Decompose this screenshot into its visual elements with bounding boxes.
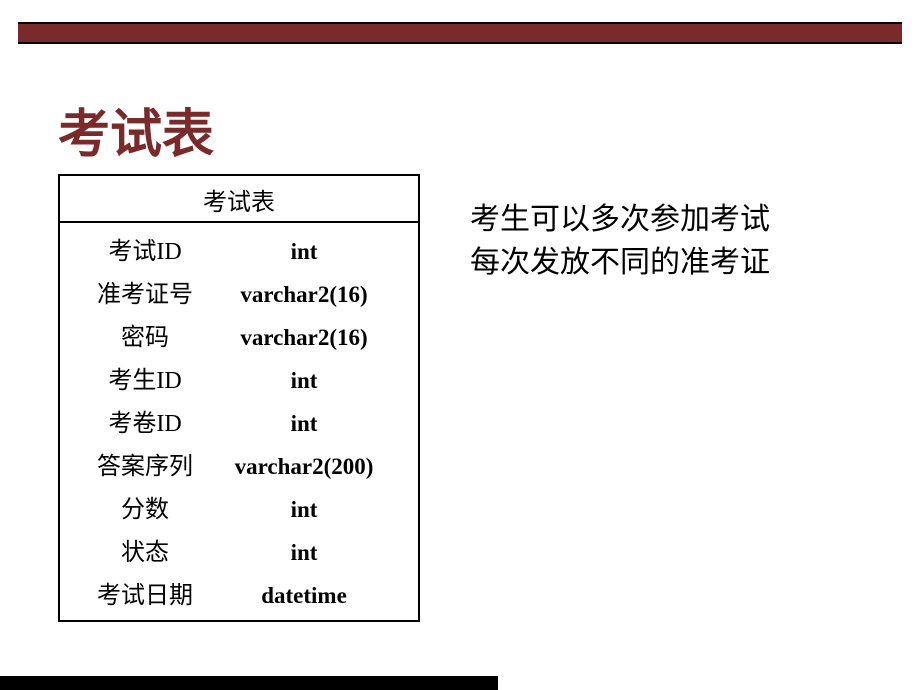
table-row: 考试日期 datetime <box>60 571 418 614</box>
top-accent-bar <box>18 22 902 44</box>
field-type: int <box>220 239 408 265</box>
field-type: varchar2(200) <box>220 454 408 480</box>
slide-title: 考试表 <box>58 92 214 167</box>
table-row: 状态 int <box>60 528 418 571</box>
field-name: 密码 <box>70 317 220 352</box>
field-type: int <box>220 540 408 566</box>
table-row: 考生ID int <box>60 356 418 399</box>
table-row: 考试ID int <box>60 227 418 270</box>
field-name: 答案序列 <box>70 446 220 481</box>
table-row: 考卷ID int <box>60 399 418 442</box>
table-row: 分数 int <box>60 485 418 528</box>
field-name: 状态 <box>70 532 220 567</box>
description-line: 考生可以多次参加考试 <box>470 198 896 241</box>
bottom-accent-bar <box>0 676 498 690</box>
field-name: 考试日期 <box>70 575 220 610</box>
field-type: varchar2(16) <box>220 282 408 308</box>
field-name: 考卷ID <box>70 403 220 438</box>
field-name: 考生ID <box>70 360 220 395</box>
field-type: int <box>220 497 408 523</box>
table-row: 准考证号 varchar2(16) <box>60 270 418 313</box>
field-type: varchar2(16) <box>220 325 408 351</box>
schema-table-body: 考试ID int 准考证号 varchar2(16) 密码 varchar2(1… <box>60 223 418 620</box>
field-type: int <box>220 411 408 437</box>
schema-table: 考试表 考试ID int 准考证号 varchar2(16) 密码 varcha… <box>58 174 420 622</box>
description-text: 考生可以多次参加考试 每次发放不同的准考证 <box>470 198 896 284</box>
field-name: 考试ID <box>70 231 220 266</box>
field-type: datetime <box>220 583 408 609</box>
field-type: int <box>220 368 408 394</box>
description-line: 每次发放不同的准考证 <box>470 241 896 284</box>
table-row: 密码 varchar2(16) <box>60 313 418 356</box>
field-name: 分数 <box>70 489 220 524</box>
schema-table-header: 考试表 <box>60 176 418 223</box>
table-row: 答案序列 varchar2(200) <box>60 442 418 485</box>
field-name: 准考证号 <box>70 274 220 309</box>
